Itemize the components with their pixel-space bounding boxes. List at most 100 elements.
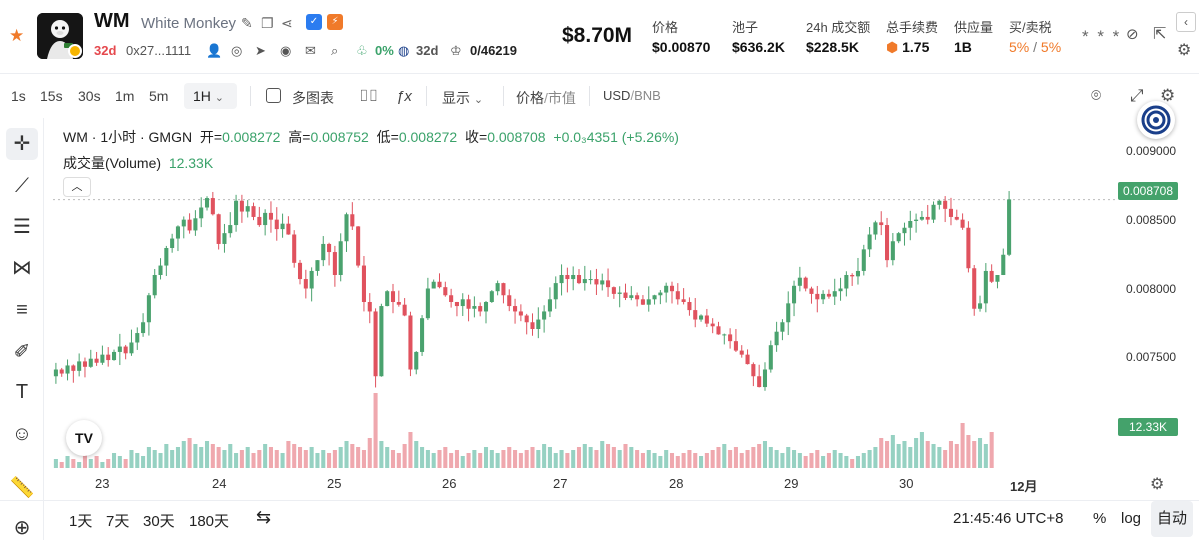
candle-body xyxy=(821,293,826,300)
creator-icon[interactable]: 👤 xyxy=(206,43,223,58)
volume-bar xyxy=(164,444,169,468)
chart-settings-icon[interactable]: ⚙ xyxy=(1160,86,1176,105)
date-range-icon[interactable]: ⇆ xyxy=(256,507,272,527)
volume-bar xyxy=(542,444,547,468)
axis-settings-icon[interactable]: ⚙ xyxy=(1150,476,1165,493)
candle-body xyxy=(704,315,709,324)
price-mcap-toggle[interactable]: 价格/市值 xyxy=(516,90,576,106)
volume-bar xyxy=(774,450,779,468)
text-icon[interactable]: T xyxy=(15,381,29,403)
edit-icon[interactable]: ✎ xyxy=(241,15,253,31)
interval-1m[interactable]: 1m xyxy=(115,88,135,104)
settings-icon[interactable]: ⚙ xyxy=(1177,42,1192,59)
volume-bar xyxy=(861,453,866,468)
volume-bar xyxy=(495,453,500,468)
pattern-icon[interactable]: ⋈ xyxy=(12,257,32,279)
gmgn-logo-icon[interactable] xyxy=(1137,101,1175,139)
candle-body xyxy=(594,279,599,285)
clock-time[interactable]: 21:45:46 UTC+8 xyxy=(953,510,1064,527)
candle-body xyxy=(757,376,762,388)
twitter-search-icon[interactable]: ✉ xyxy=(305,43,316,58)
candle-body xyxy=(611,287,616,294)
stat-fees: 总手续费 ⬢ 1.75 xyxy=(886,20,939,55)
interval-1s[interactable]: 1s xyxy=(11,88,26,104)
ruler-icon[interactable]: 📏 xyxy=(9,477,35,499)
website-icon[interactable]: ◎ xyxy=(231,43,243,58)
interval-30s[interactable]: 30s xyxy=(78,88,101,104)
horizontal-lines-icon[interactable]: ☰ xyxy=(13,216,31,238)
volume-bar xyxy=(111,453,117,468)
candle-body xyxy=(164,248,169,266)
range-180d[interactable]: 180天 xyxy=(189,513,230,530)
candle-body xyxy=(722,334,727,336)
fib-icon[interactable]: ≡ xyxy=(16,299,28,321)
volume-bar xyxy=(530,447,535,468)
candle-body xyxy=(600,280,605,285)
currency-toggle[interactable]: USD/BNB xyxy=(603,88,661,103)
percent-toggle[interactable]: % xyxy=(1093,510,1107,527)
eye-off-icon[interactable]: ⊘ xyxy=(1126,26,1139,43)
volume-bar xyxy=(559,450,564,468)
crosshair-icon[interactable]: ✛ xyxy=(6,128,38,160)
camera-icon[interactable]: ⌾ xyxy=(1091,86,1102,105)
candle-body xyxy=(565,275,570,280)
candle-body xyxy=(431,281,436,289)
volume-bar xyxy=(745,450,750,468)
candle-body xyxy=(774,331,779,346)
favorite-star-icon[interactable]: ★ xyxy=(9,26,25,45)
contract-address[interactable]: 0x27...1111 xyxy=(126,43,192,58)
candle-body xyxy=(728,334,733,342)
candle-body xyxy=(966,227,971,269)
multi-chart-checkbox[interactable] xyxy=(266,88,281,103)
emoji-icon[interactable]: ☺ xyxy=(11,423,33,445)
fullscreen-icon[interactable]: ⤢ xyxy=(1130,86,1144,105)
collapse-legend-button[interactable]: ︿ xyxy=(63,177,91,197)
volume-bar xyxy=(669,453,675,468)
indicators-icon[interactable]: ƒx xyxy=(396,88,412,105)
interval-5m[interactable]: 5m xyxy=(149,88,169,104)
volume-bar xyxy=(210,444,215,468)
zoom-in-icon[interactable]: ⊕ xyxy=(13,517,31,539)
volume-bar xyxy=(855,456,861,468)
trend-line-icon[interactable]: ⟋ xyxy=(15,175,29,197)
tradingview-logo-icon[interactable]: TV xyxy=(66,420,102,456)
candle-body xyxy=(65,365,70,374)
volume-bar xyxy=(94,456,99,468)
candle-body xyxy=(536,319,541,329)
candle-type-icon[interactable]: ⌷⌷ xyxy=(359,88,379,105)
copy-icon[interactable]: ❐ xyxy=(261,15,274,31)
volume-bar xyxy=(135,453,140,468)
candle-body xyxy=(547,299,552,312)
volume-bar xyxy=(460,456,465,468)
candle-body xyxy=(902,227,907,234)
stat-supply: 供应量 1B xyxy=(954,20,994,55)
range-7d[interactable]: 7天 xyxy=(106,513,130,530)
external-link-icon[interactable]: ⇱ xyxy=(1153,26,1167,43)
log-toggle[interactable]: log xyxy=(1121,510,1142,527)
volume-bar xyxy=(739,453,744,468)
volume-bar xyxy=(588,447,593,468)
auto-scale-button[interactable]: 自动 xyxy=(1151,501,1193,537)
volume-bar xyxy=(77,462,82,468)
range-30d[interactable]: 30天 xyxy=(143,513,175,530)
volume-bar xyxy=(582,444,587,468)
range-1d[interactable]: 1天 xyxy=(69,513,93,530)
telegram-icon[interactable]: ➤ xyxy=(255,43,266,58)
candle-body xyxy=(948,208,954,217)
candle-body xyxy=(850,275,855,277)
interval-15s[interactable]: 15s xyxy=(40,88,63,104)
display-menu[interactable]: 显示 ⌄ xyxy=(442,90,484,106)
volume-bar xyxy=(239,450,244,468)
volume-bar xyxy=(100,462,105,468)
volume-bar xyxy=(367,438,372,468)
interval-selector[interactable]: 1H ⌄ xyxy=(184,83,237,109)
chart-link-icon[interactable]: ◉ xyxy=(280,43,292,58)
search-icon[interactable]: ⌕ xyxy=(331,43,339,58)
share-icon[interactable]: ⋖ xyxy=(281,15,293,31)
chevron-left-icon[interactable]: ‹ xyxy=(1176,12,1196,32)
candle-body xyxy=(478,306,483,312)
volume-bar xyxy=(257,450,262,468)
volume-bar xyxy=(571,450,576,468)
brush-icon[interactable]: ✐ xyxy=(13,341,31,363)
